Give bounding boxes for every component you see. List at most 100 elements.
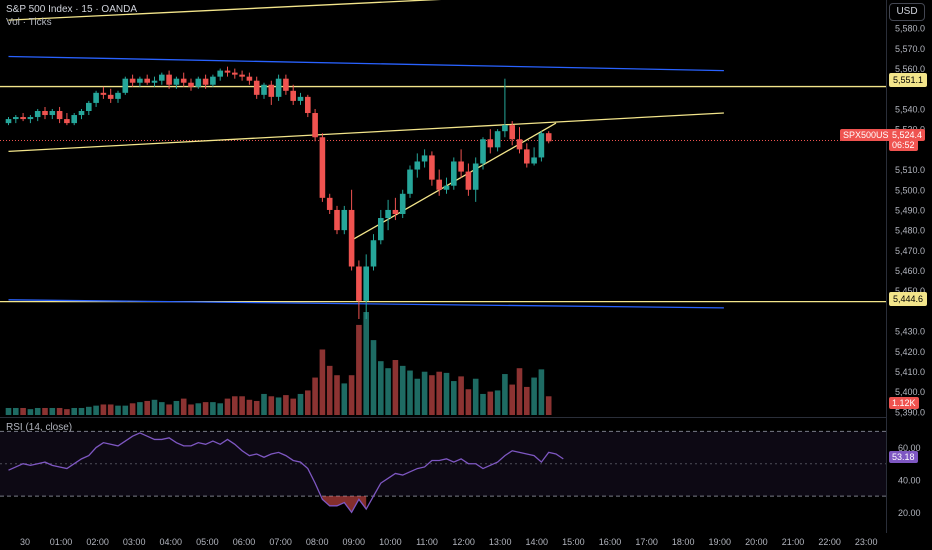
yellow-trendline [8, 112, 724, 153]
candle-body [210, 76, 216, 85]
candle-body [122, 78, 129, 93]
volume-bar [180, 398, 187, 415]
candle-body [27, 117, 34, 120]
rsi-oversold-fill [322, 496, 367, 513]
candle-body [319, 137, 326, 198]
candle-body [275, 78, 282, 97]
support-price-label: 5,444.6 [889, 292, 928, 306]
rsi-tick-label: 20.00 [898, 508, 921, 518]
volume-bar [78, 407, 85, 415]
candle-body [399, 193, 406, 214]
volume-bar [370, 340, 377, 415]
candle-body [188, 82, 194, 87]
candle-body [356, 266, 362, 301]
volume-bar [502, 374, 508, 415]
candle-body [472, 163, 479, 190]
candle-body [297, 96, 304, 101]
volume-bar [173, 400, 180, 415]
candle-body [516, 139, 523, 150]
x-tick-label: 06:00 [233, 537, 256, 547]
candle-body [407, 169, 413, 194]
x-tick-label: 08:00 [306, 537, 329, 547]
volume-bar [107, 404, 114, 415]
volume-bar [13, 407, 19, 415]
volume-bar [166, 404, 172, 415]
currency-button[interactable]: USD [889, 3, 925, 21]
volume-bar [283, 395, 289, 415]
volume-bar [195, 403, 202, 415]
volume-bar [71, 407, 77, 415]
candle-body [13, 117, 19, 120]
candle-body [20, 117, 26, 120]
candle-body [421, 155, 428, 162]
volume-bar [319, 349, 326, 415]
volume-legend: Vol · Ticks [6, 17, 52, 28]
candle-body [363, 266, 369, 301]
candle-body [370, 240, 377, 267]
candle-body [509, 125, 515, 140]
volume-bar [144, 400, 150, 415]
volume-bar [392, 360, 399, 415]
candle-body [290, 90, 296, 101]
x-tick-label: 30 [20, 537, 30, 547]
volume-bar [494, 390, 501, 415]
volume-bar [239, 396, 245, 415]
candle-body [107, 94, 114, 99]
rsi-line [8, 432, 564, 514]
candle-body [268, 84, 275, 97]
candle-body [78, 110, 85, 116]
candle-body [451, 161, 457, 186]
candle-body [538, 133, 545, 158]
volume-bar [480, 393, 486, 415]
candle-body [93, 92, 99, 103]
volume-bar [42, 407, 48, 415]
volume-bar [326, 365, 333, 415]
volume-bar [56, 407, 63, 415]
candle-body [34, 110, 41, 118]
volume-bar [334, 375, 340, 415]
rsi-tick-label: 40.00 [898, 475, 921, 485]
candle-body [42, 110, 48, 116]
candle-body [443, 185, 450, 190]
volume-bar [86, 406, 92, 415]
volume-bar [414, 378, 421, 415]
y-tick-label: 5,400.0 [895, 387, 925, 397]
volume-bar [451, 381, 457, 415]
rsi-tick-label: 60.00 [898, 443, 921, 453]
volume-bar [436, 371, 442, 415]
volume-bar [407, 370, 413, 415]
rsi-band-fill [0, 431, 886, 497]
candle-countdown-label: 06:52 [889, 139, 918, 151]
volume-bar [399, 365, 406, 415]
candle-body [217, 70, 223, 77]
x-tick-label: 12:00 [452, 537, 475, 547]
volume-bar [516, 368, 523, 415]
volume-value-label: 1.12K [889, 397, 919, 409]
volume-bar [545, 396, 552, 415]
x-tick-label: 01:00 [50, 537, 73, 547]
volume-bar [27, 409, 34, 415]
candle-body [458, 161, 464, 172]
x-tick-label: 14:00 [526, 537, 549, 547]
x-tick-label: 19:00 [709, 537, 732, 547]
volume-bar [246, 399, 253, 415]
candle-body [56, 110, 63, 120]
y-tick-label: 5,570.0 [895, 44, 925, 54]
candle-body [180, 78, 187, 83]
candle-body [487, 139, 494, 148]
x-tick-label: 09:00 [343, 537, 366, 547]
candle-body [239, 74, 245, 77]
volume-bar [224, 398, 231, 415]
y-tick-label: 5,420.0 [895, 347, 925, 357]
candle-body [502, 125, 508, 132]
candle-body [115, 92, 121, 99]
volume-bar [297, 393, 304, 415]
y-tick-label: 5,450.0 [895, 286, 925, 296]
volume-bar [363, 312, 369, 415]
x-tick-label: 16:00 [599, 537, 622, 547]
volume-bar [472, 378, 479, 415]
candle-body [283, 78, 289, 91]
candle-body [378, 218, 384, 241]
volume-bar [151, 399, 158, 415]
